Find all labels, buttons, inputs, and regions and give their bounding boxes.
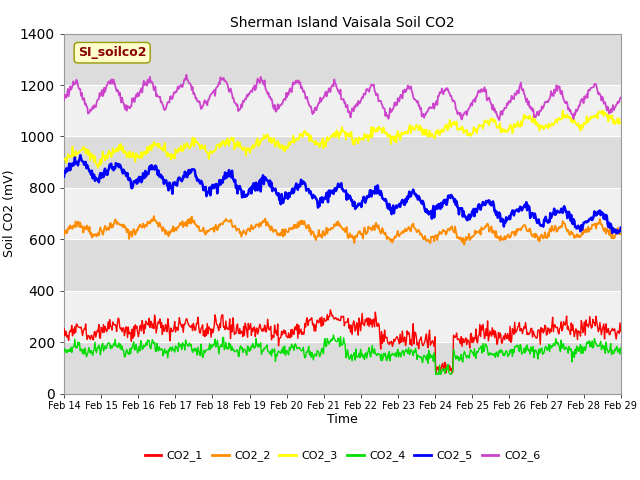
Bar xyxy=(64,85,621,136)
Title: Sherman Island Vaisala Soil CO2: Sherman Island Vaisala Soil CO2 xyxy=(230,16,454,30)
Bar xyxy=(64,188,621,240)
Legend: CO2_1, CO2_2, CO2_3, CO2_4, CO2_5, CO2_6: CO2_1, CO2_2, CO2_3, CO2_4, CO2_5, CO2_6 xyxy=(140,446,545,466)
Bar xyxy=(64,136,621,188)
Bar xyxy=(64,291,621,342)
X-axis label: Time: Time xyxy=(327,413,358,426)
Text: SI_soilco2: SI_soilco2 xyxy=(78,46,147,59)
Bar xyxy=(64,34,621,85)
Bar xyxy=(64,342,621,394)
Y-axis label: Soil CO2 (mV): Soil CO2 (mV) xyxy=(3,170,16,257)
Bar xyxy=(64,240,621,291)
